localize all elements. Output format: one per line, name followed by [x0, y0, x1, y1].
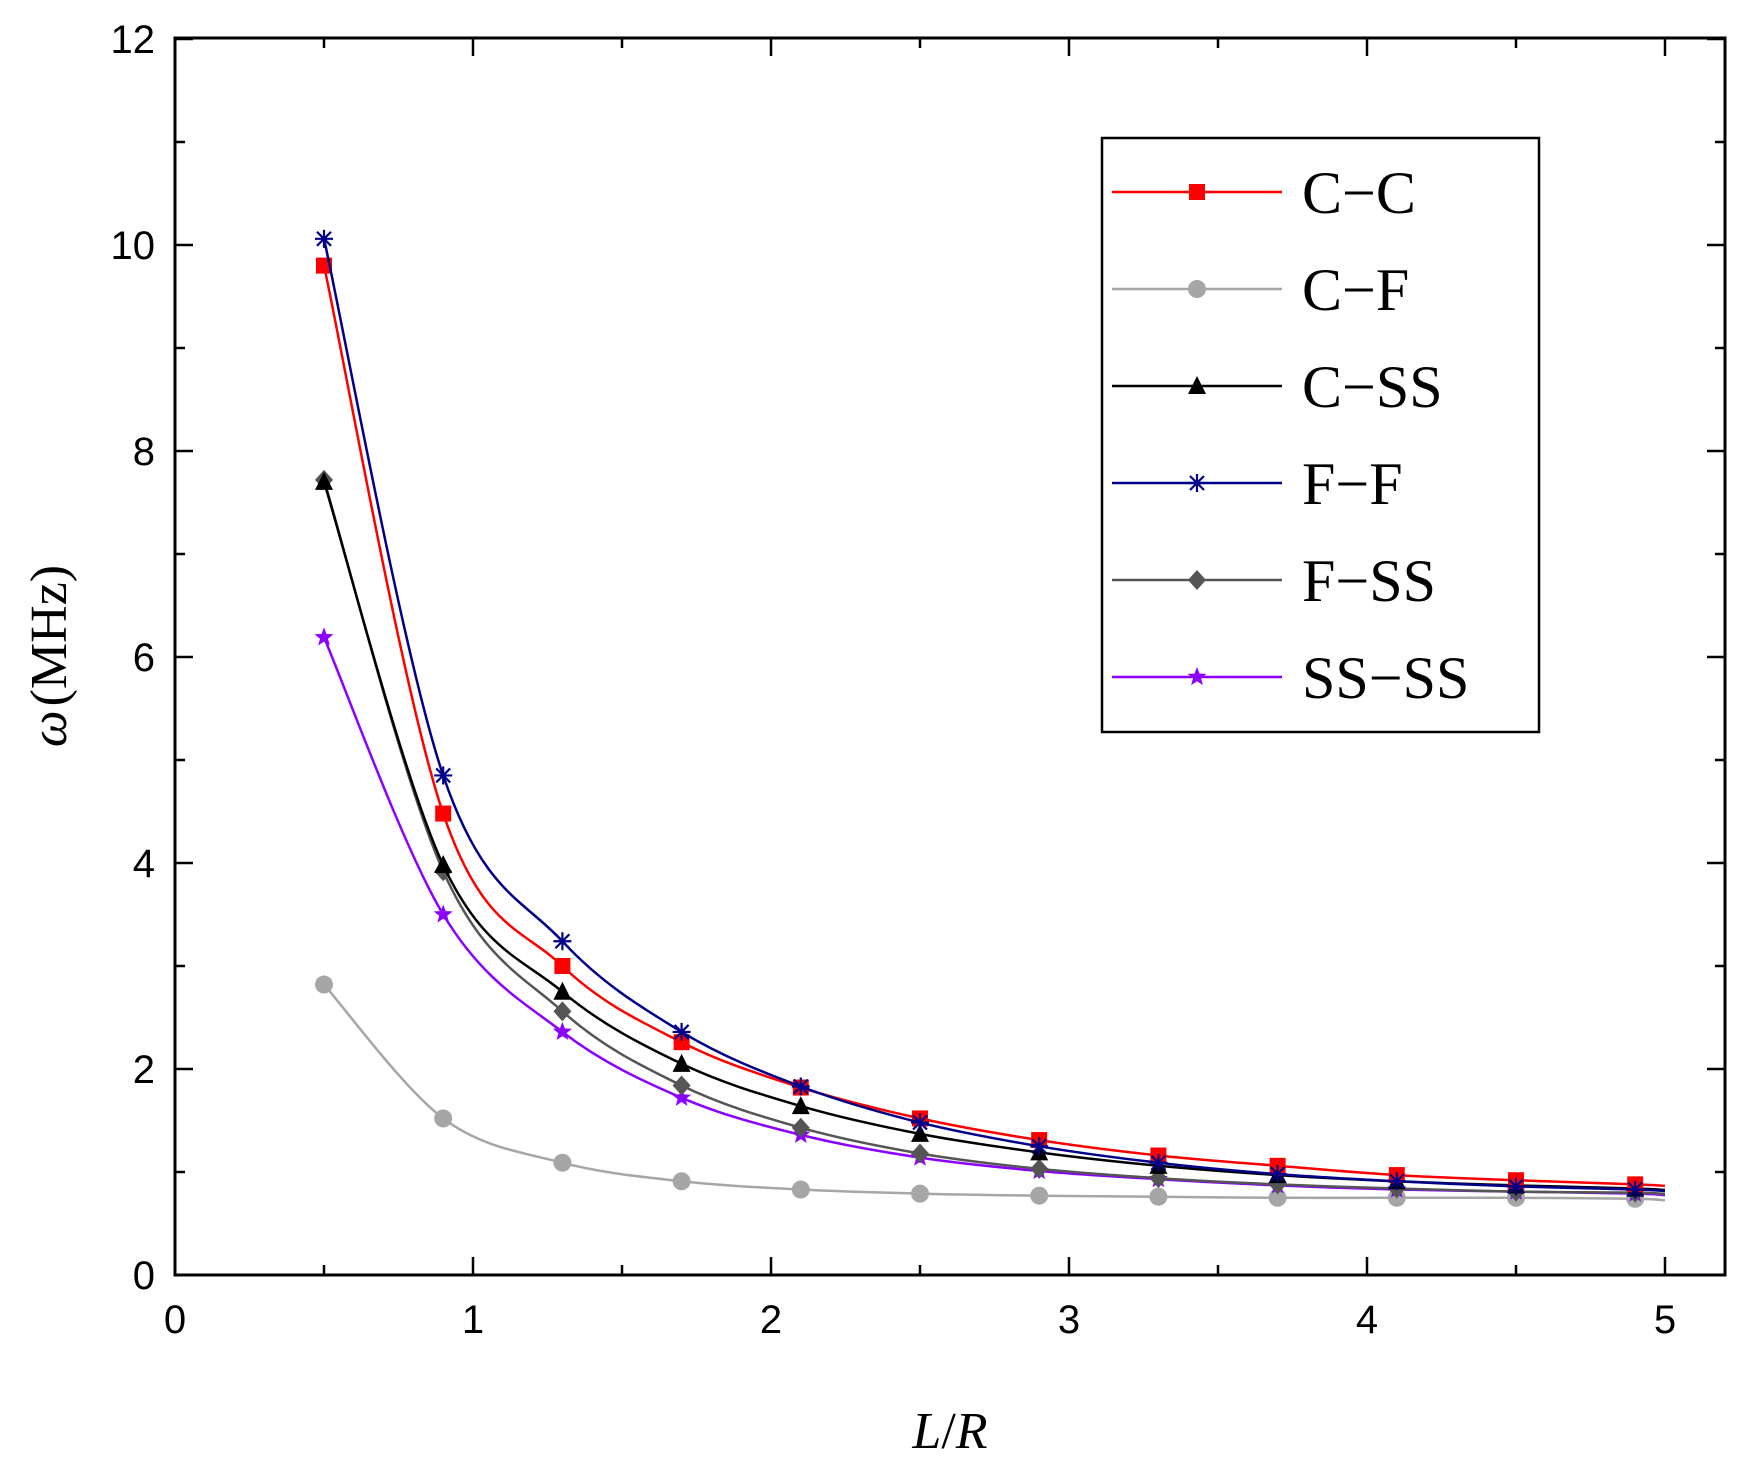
y-tick-label: 6 [133, 636, 155, 680]
y-tick-label: 0 [133, 1254, 155, 1298]
legend-label: C−SS [1302, 354, 1443, 420]
series-line [322, 265, 1666, 1188]
data-point [911, 1123, 929, 1142]
y-axis-title-unit: (MHz) [21, 565, 78, 707]
data-point [1268, 1165, 1287, 1184]
data-point [1387, 1172, 1406, 1191]
y-axis-title-symbol: ω [21, 710, 78, 747]
legend-label: C−C [1302, 160, 1416, 226]
y-tick-label: 4 [133, 842, 155, 886]
legend-marker [1188, 474, 1206, 492]
data-point [553, 1153, 572, 1172]
y-tick-label: 12 [111, 18, 156, 62]
y-tick-label: 8 [133, 430, 155, 474]
data-point [553, 981, 572, 1000]
legend-marker [1189, 184, 1205, 200]
data-point [435, 805, 452, 822]
data-point [911, 1143, 929, 1164]
data-point [433, 904, 453, 923]
legend-label: F−F [1302, 451, 1403, 517]
data-point [672, 1053, 691, 1072]
y-tick-label: 2 [133, 1048, 155, 1092]
legend-entry: C−SS [1112, 354, 1443, 420]
data-point [791, 1077, 810, 1096]
legend-label: F−SS [1302, 548, 1436, 614]
series-layer [314, 229, 1666, 1208]
data-point [434, 1109, 453, 1128]
data-point [1507, 1177, 1525, 1196]
legend-entry: C−F [1112, 257, 1409, 323]
data-point [791, 1096, 810, 1115]
legend-entry: SS−SS [1112, 645, 1469, 711]
data-point [1030, 1158, 1049, 1179]
data-point [791, 1180, 810, 1199]
data-point [315, 975, 333, 994]
x-tick-label: 1 [462, 1298, 484, 1342]
x-axis-title: L/R [911, 1403, 987, 1460]
data-point [553, 932, 572, 951]
series-3 [315, 229, 1666, 1199]
x-axis-title-r: R [955, 1403, 988, 1460]
series-line [322, 479, 1666, 1196]
data-point [1268, 1188, 1287, 1207]
data-point [1149, 1187, 1168, 1206]
data-point [672, 1022, 691, 1041]
x-axis-title-l: L [911, 1403, 941, 1460]
data-point [315, 229, 333, 248]
data-point [911, 1184, 929, 1203]
legend-marker [1188, 280, 1206, 298]
data-point [315, 471, 333, 490]
x-tick-label: 2 [760, 1298, 782, 1342]
y-axis-title: ω(MHz) [21, 565, 78, 747]
data-point [1626, 1180, 1645, 1199]
x-tick-label: 3 [1058, 1298, 1080, 1342]
x-tick-label: 5 [1654, 1298, 1676, 1342]
x-tick-label: 0 [164, 1298, 186, 1342]
data-point [672, 1087, 692, 1106]
data-point [314, 627, 334, 646]
data-point [672, 1075, 691, 1096]
data-point [672, 1172, 691, 1191]
legend-label: SS−SS [1302, 645, 1469, 711]
data-point [1030, 1137, 1049, 1156]
y-tick-label: 10 [111, 224, 156, 268]
data-point [553, 1001, 572, 1022]
legend-entry: F−SS [1112, 548, 1436, 614]
legend: C−C C−F C−SS F−F F−SS SS−SS [1100, 136, 1541, 734]
data-point [791, 1117, 810, 1138]
data-point [1030, 1186, 1049, 1205]
data-point [434, 855, 453, 874]
legend-label: C−F [1302, 257, 1409, 323]
legend-marker [1188, 376, 1206, 394]
data-point [554, 958, 571, 974]
legend-box [1100, 136, 1541, 734]
data-point [552, 1021, 572, 1040]
x-axis-title-sep: / [941, 1403, 956, 1460]
data-point [1149, 1153, 1168, 1172]
series-line [322, 238, 1666, 1193]
legend-entry: C−C [1112, 160, 1416, 226]
legend-marker [1187, 667, 1207, 686]
data-point [434, 766, 453, 785]
series-line [323, 983, 1666, 1202]
legend-entry: F−F [1112, 451, 1403, 517]
data-point [673, 1034, 690, 1051]
legend-marker [1188, 570, 1206, 590]
data-point [911, 1113, 929, 1132]
x-tick-label: 4 [1356, 1298, 1378, 1342]
